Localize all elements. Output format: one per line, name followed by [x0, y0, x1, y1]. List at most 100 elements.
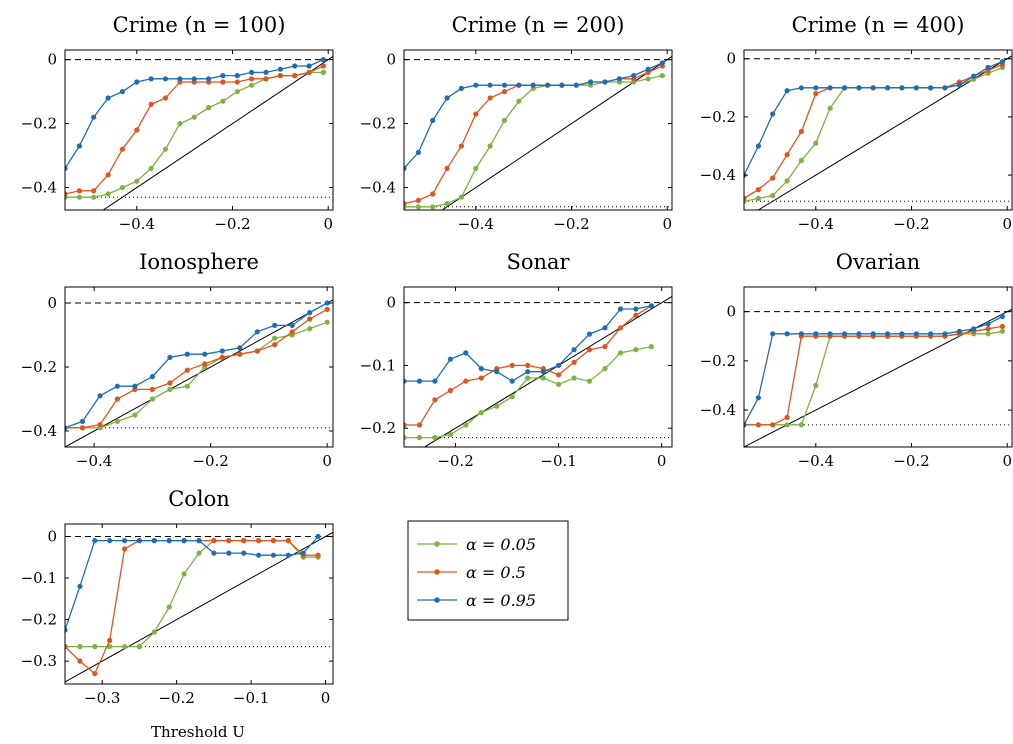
data-point-3-1-1 — [79, 425, 86, 431]
data-point-4-2-6 — [494, 369, 500, 375]
x-tick-label-0-1: −0.2 — [214, 215, 250, 233]
data-point-3-2-10 — [237, 345, 243, 351]
y-tick-label-1-2: −0.4 — [360, 179, 396, 197]
data-point-2-2-16 — [971, 73, 977, 79]
data-point-3-0-5 — [149, 396, 155, 402]
x-tick-label-1-1: −0.2 — [553, 215, 589, 233]
data-point-1-0-17 — [645, 76, 651, 82]
data-point-5-2-16 — [971, 326, 977, 332]
data-point-0-2-14 — [263, 69, 269, 75]
data-point-0-1-3 — [105, 172, 111, 178]
data-point-0-2-7 — [162, 76, 169, 82]
data-point-2-1-3 — [784, 152, 790, 158]
data-point-3-1-13 — [289, 329, 295, 335]
x-tick-label-4-1: −0.1 — [540, 452, 576, 470]
data-point-0-1-16 — [292, 73, 298, 79]
y-tick-label-4-0: 0 — [386, 294, 396, 312]
data-point-5-1-1 — [755, 422, 762, 428]
data-point-0-1-1 — [76, 188, 82, 194]
data-point-4-2-12 — [586, 331, 593, 337]
data-point-4-0-9 — [540, 375, 546, 381]
data-point-6-2-16 — [300, 550, 306, 556]
data-point-0-2-18 — [320, 57, 326, 63]
series-line-3-1 — [65, 308, 328, 429]
data-point-3-2-15 — [324, 300, 330, 306]
diagonal-line-1 — [441, 55, 672, 210]
data-point-4-0-3 — [447, 431, 453, 438]
x-tick-label-3-2: 0 — [322, 452, 332, 470]
data-point-6-0-3 — [107, 644, 113, 650]
series-line-0-0 — [65, 71, 324, 198]
data-point-5-0-17 — [985, 331, 991, 337]
legend-label-0: α = 0.05 — [466, 535, 536, 554]
diagonal-line-0 — [102, 55, 333, 210]
data-point-4-1-13 — [602, 344, 608, 350]
panel-title-1: Crime (n = 200) — [452, 13, 625, 37]
data-point-6-0-7 — [166, 604, 172, 610]
data-point-6-1-12 — [241, 538, 247, 544]
legend-entry-2: α = 0.95 — [417, 591, 536, 610]
data-point-1-1-0 — [404, 201, 407, 207]
axes-frame-2 — [743, 49, 1013, 211]
data-point-5-0-4 — [798, 422, 805, 428]
data-point-2-0-6 — [827, 105, 833, 111]
data-point-2-1-5 — [813, 91, 819, 97]
panel-0: Crime (n = 100) −0.4 −0.2 0 0 −0.2 −0.4 — [21, 13, 334, 233]
data-point-1-2-10 — [545, 82, 551, 88]
data-point-3-1-3 — [114, 396, 120, 402]
data-point-2-2-11 — [899, 85, 905, 91]
data-point-2-0-3 — [784, 178, 790, 184]
data-point-5-0-3 — [784, 422, 790, 428]
data-point-0-0-9 — [191, 114, 197, 120]
data-point-5-2-7 — [841, 331, 848, 337]
data-point-3-1-6 — [167, 380, 173, 386]
data-point-0-0-12 — [234, 89, 240, 95]
y-tick-label-6-0: 0 — [47, 527, 57, 545]
data-point-3-2-3 — [114, 383, 120, 389]
data-point-0-1-6 — [148, 101, 154, 107]
data-point-4-2-10 — [556, 362, 562, 368]
data-point-0-1-11 — [220, 79, 226, 85]
data-point-6-1-14 — [270, 538, 276, 544]
data-point-4-0-6 — [494, 403, 500, 409]
data-point-2-2-7 — [841, 85, 848, 91]
data-point-5-0-18 — [999, 328, 1006, 334]
data-point-4-2-3 — [447, 356, 453, 362]
data-point-0-2-9 — [191, 76, 197, 82]
data-point-5-2-15 — [956, 328, 963, 334]
panel-title-2: Crime (n = 400) — [792, 13, 965, 37]
axes-frame-3 — [64, 286, 334, 448]
data-point-4-2-7 — [509, 378, 515, 384]
data-point-5-2-10 — [885, 331, 891, 337]
x-tick-label-5-0: −0.4 — [798, 452, 834, 470]
data-point-6-1-15 — [285, 538, 291, 544]
data-point-1-0-3 — [444, 201, 450, 207]
panel-title-6: Colon — [168, 487, 230, 511]
data-point-1-2-15 — [616, 76, 623, 82]
data-point-6-2-15 — [285, 552, 291, 558]
data-point-4-0-8 — [525, 375, 531, 381]
data-point-1-2-18 — [659, 60, 666, 66]
data-point-0-2-10 — [206, 76, 212, 82]
plot-area-2 — [744, 55, 1012, 210]
panel-2: Crime (n = 400) −0.4 −0.2 0 0 −0.2 −0.4 — [700, 13, 1013, 233]
data-point-5-2-1 — [755, 395, 762, 401]
data-point-5-2-0 — [744, 422, 747, 428]
x-tick-label-2-2: 0 — [1002, 215, 1012, 233]
data-point-4-0-4 — [463, 422, 469, 428]
data-point-1-2-1 — [415, 149, 421, 155]
axes-frame-6 — [64, 523, 334, 685]
data-point-4-2-13 — [602, 325, 608, 331]
data-point-4-2-11 — [571, 347, 577, 353]
data-point-5-2-9 — [870, 331, 876, 337]
data-point-1-0-2 — [430, 204, 436, 210]
data-point-1-2-17 — [645, 66, 651, 72]
data-point-0-2-3 — [105, 95, 111, 101]
data-point-2-1-2 — [770, 175, 776, 181]
data-point-0-0-13 — [249, 82, 255, 88]
plot-area-1 — [404, 55, 672, 210]
data-point-0-2-16 — [292, 63, 298, 69]
data-point-4-0-15 — [633, 347, 639, 353]
data-point-6-0-4 — [122, 644, 128, 650]
